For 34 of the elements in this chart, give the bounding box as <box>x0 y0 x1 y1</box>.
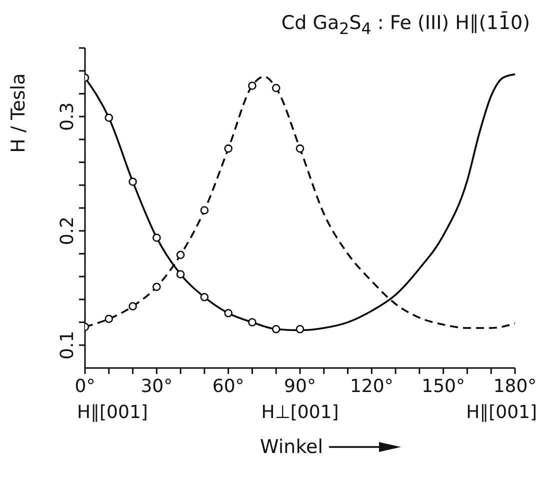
y-axis-title: H / Tesla <box>8 73 30 153</box>
x-tick-label: 90° <box>284 376 316 397</box>
point <box>272 324 280 334</box>
y-tick-label: 0.3 <box>57 102 78 131</box>
x-tick-label: 180° <box>493 376 537 397</box>
point <box>248 82 256 90</box>
x-tick-label: 60° <box>212 376 244 397</box>
y-tick-label: 0.1 <box>57 330 78 360</box>
text: H⊥[001] <box>261 402 339 423</box>
point <box>104 114 114 122</box>
y-tick-label: 0.2 <box>57 216 78 246</box>
point <box>248 318 256 326</box>
point <box>224 144 232 153</box>
x-tick-label: 30° <box>140 376 173 397</box>
point <box>176 250 185 260</box>
point <box>176 270 185 278</box>
point <box>128 302 137 310</box>
x-tick-label: 150° <box>422 376 466 397</box>
text: H∥[001] <box>77 402 148 423</box>
point <box>152 234 161 242</box>
chart-title: Cd Ga$_{2}$S$_{4}$ : Fe (III) H∥(11̄0) <box>281 12 530 38</box>
point <box>104 314 114 324</box>
point <box>296 324 304 334</box>
point <box>224 308 232 318</box>
point <box>272 84 280 92</box>
point <box>152 282 161 292</box>
text: H∥[001] <box>466 402 537 423</box>
point <box>296 144 304 153</box>
point <box>200 292 209 302</box>
point <box>128 178 137 186</box>
x-tick-label: 0° <box>74 376 96 397</box>
point <box>200 206 209 214</box>
x-axis-title: Winkel <box>260 436 323 458</box>
x-tick-label: 120° <box>350 376 394 397</box>
